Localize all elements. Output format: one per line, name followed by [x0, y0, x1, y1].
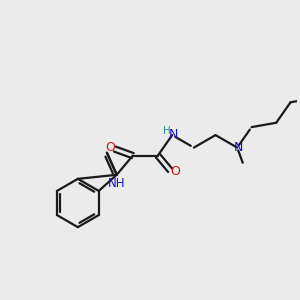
- Text: O: O: [106, 141, 115, 154]
- Text: NH: NH: [108, 176, 125, 190]
- Text: N: N: [234, 140, 243, 154]
- Text: O: O: [170, 165, 180, 178]
- Text: N: N: [169, 128, 178, 141]
- Text: H: H: [163, 126, 171, 136]
